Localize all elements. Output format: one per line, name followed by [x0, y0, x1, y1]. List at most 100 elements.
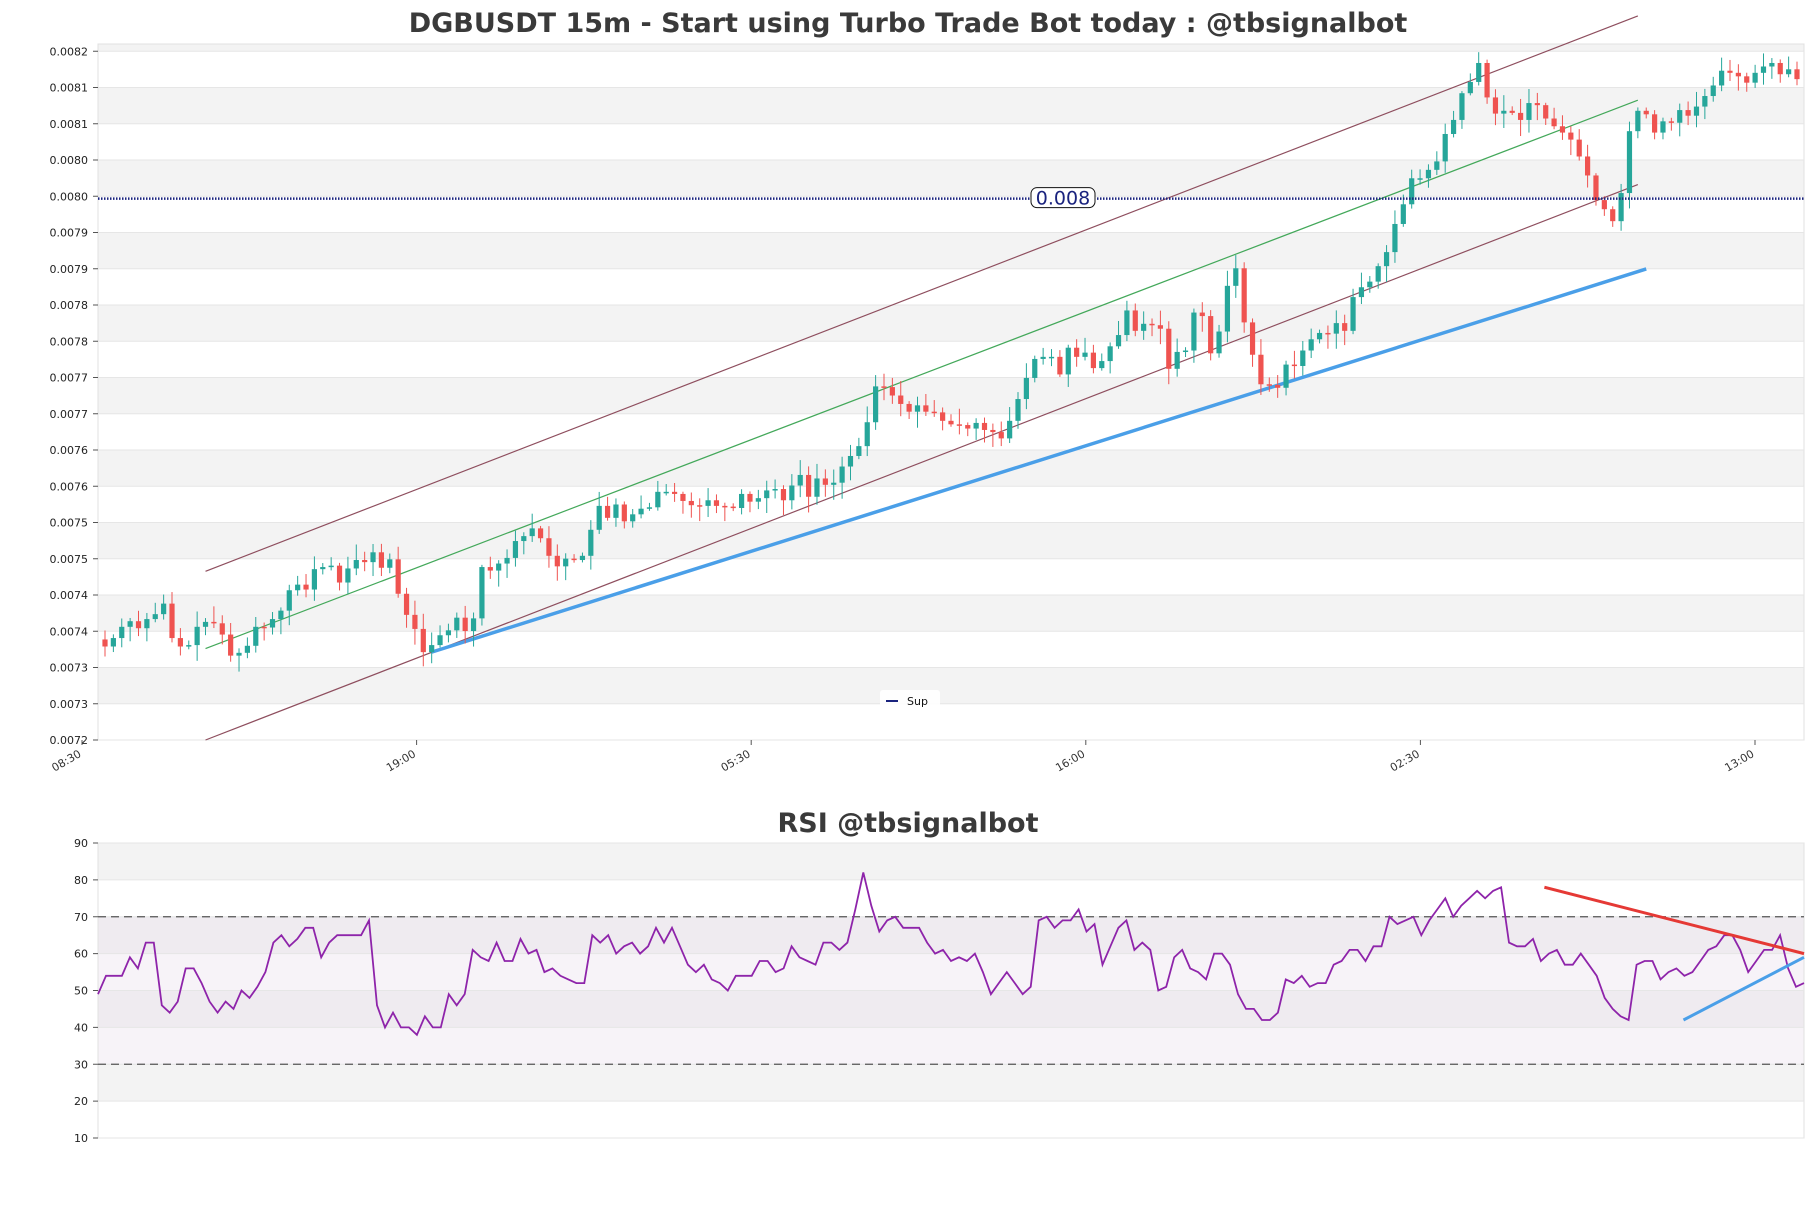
candle-body: [420, 628, 426, 653]
candle: [1492, 89, 1499, 126]
candle: [1702, 88, 1708, 120]
candle-body: [646, 507, 653, 509]
candle: [630, 508, 636, 528]
candle-body: [286, 590, 292, 611]
candle-body: [1057, 356, 1063, 375]
candle-body: [1216, 331, 1222, 354]
candle-body: [1258, 354, 1264, 385]
candle: [412, 600, 418, 645]
candle: [806, 466, 812, 513]
candle-body: [596, 505, 602, 530]
candle-body: [931, 411, 937, 414]
candle: [177, 628, 183, 656]
candle-body: [1626, 131, 1633, 194]
rsi-chart-title: RSI @tbsignalbot: [777, 808, 1038, 839]
candle-body: [1166, 328, 1172, 369]
candle-body: [219, 623, 225, 635]
candle-body: [956, 424, 962, 426]
price-plot-frame: [97, 43, 1805, 741]
rsi-grid-bands: [98, 843, 1804, 1102]
candle: [1048, 349, 1055, 367]
candle: [1417, 169, 1423, 185]
candle: [1124, 300, 1130, 342]
candle-body: [663, 491, 669, 494]
candle: [1660, 117, 1666, 140]
candle-body: [537, 528, 544, 539]
support-level-label-box: [1030, 187, 1096, 209]
candle: [362, 551, 368, 572]
candle-body: [1610, 209, 1616, 222]
candle-body: [521, 536, 527, 542]
candle-body: [923, 405, 929, 412]
candle: [1141, 311, 1147, 340]
candle-body: [697, 505, 703, 507]
candle: [563, 553, 569, 581]
candle: [253, 617, 259, 653]
candle: [1710, 76, 1716, 102]
candle-body: [998, 432, 1004, 439]
candle: [864, 406, 870, 457]
candle: [102, 630, 108, 657]
candle-body: [1291, 364, 1298, 367]
price-x-tick-label: 05:30: [719, 747, 753, 774]
candle-body: [1777, 62, 1783, 75]
candle-body: [1233, 268, 1239, 286]
candle: [1450, 110, 1457, 138]
candle: [663, 484, 669, 496]
candle: [1308, 328, 1314, 359]
candle: [194, 611, 200, 661]
candle: [110, 634, 116, 653]
candle-body: [1115, 335, 1122, 347]
candle-body: [722, 505, 728, 508]
candle: [931, 400, 937, 417]
support-level: 0.008: [98, 187, 1804, 210]
candle: [269, 612, 276, 635]
candle-body: [1434, 161, 1440, 170]
rsi-y-tick-label: 70: [74, 911, 88, 924]
candle: [1090, 344, 1096, 374]
candle-body: [1023, 377, 1029, 400]
candle-body: [864, 422, 870, 447]
candle: [621, 501, 627, 529]
candle: [462, 605, 468, 644]
candle-body: [387, 559, 393, 568]
candle-body: [1459, 93, 1465, 120]
candle: [1534, 92, 1540, 121]
price-y-axis: 0.0072 0.0073 0.0073 0.0074 0.0074 0.0075 0.00…: [50, 45, 98, 747]
candle: [1099, 353, 1105, 371]
candle: [613, 498, 619, 527]
price-y-tick-label: 0.0077: [50, 408, 89, 421]
legend-box: [880, 690, 940, 710]
candle: [320, 563, 326, 575]
candle: [814, 463, 820, 505]
candle: [596, 491, 602, 534]
candle-body: [806, 474, 812, 497]
candle-body: [889, 387, 895, 396]
candle: [186, 640, 192, 650]
candle-body: [353, 560, 359, 569]
candle: [504, 549, 510, 578]
candle: [1333, 310, 1339, 349]
price-band: [98, 522, 1804, 559]
candle: [671, 482, 678, 502]
rsi-y-tick-label: 60: [74, 948, 88, 961]
price-y-tick-label: 0.0073: [50, 698, 89, 711]
candle-body: [119, 626, 125, 639]
candle: [211, 606, 217, 629]
candle-body: [1358, 287, 1365, 298]
candle: [914, 396, 921, 428]
candle: [1224, 270, 1231, 343]
candle-body: [1174, 351, 1180, 369]
candle-body: [1316, 332, 1323, 340]
candle-body: [847, 455, 854, 467]
candle: [722, 502, 728, 522]
candle-body: [1141, 323, 1147, 331]
candle: [1409, 169, 1415, 209]
candle-body: [1208, 316, 1214, 354]
candle-body: [1643, 110, 1649, 115]
candle: [1794, 61, 1800, 86]
candle: [1316, 329, 1323, 344]
candle: [780, 485, 787, 516]
candle: [470, 612, 477, 647]
